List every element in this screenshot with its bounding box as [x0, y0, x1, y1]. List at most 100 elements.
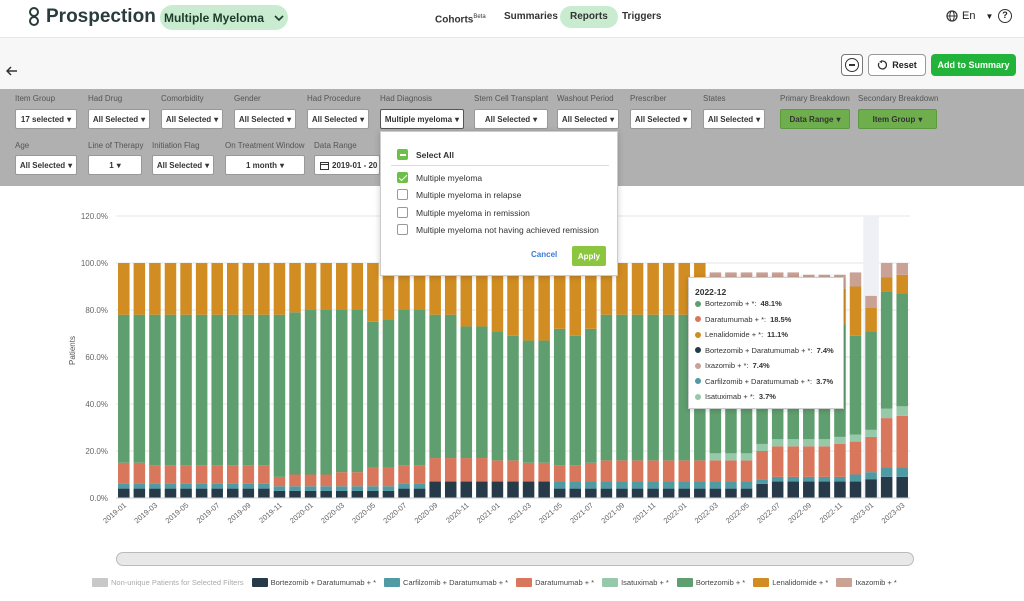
- bar-segment[interactable]: [304, 490, 317, 498]
- bar-segment[interactable]: [553, 263, 566, 329]
- bar-segment[interactable]: [849, 286, 862, 336]
- legend-item[interactable]: Non-unique Patients for Selected Filters: [92, 578, 244, 587]
- bar-segment[interactable]: [585, 263, 597, 329]
- bar-segment[interactable]: [367, 321, 379, 468]
- bar-segment[interactable]: [616, 460, 628, 482]
- bar-segment[interactable]: [631, 488, 644, 498]
- bar-segment[interactable]: [522, 462, 535, 482]
- bar-segment[interactable]: [398, 483, 410, 489]
- nav-triggers[interactable]: Triggers: [622, 11, 662, 22]
- bar-segment[interactable]: [880, 277, 893, 292]
- comorbidity-select[interactable]: All Selected ▾: [161, 109, 223, 129]
- nav-reports[interactable]: Reports: [560, 6, 618, 28]
- bar-segment[interactable]: [849, 481, 862, 498]
- bar-segment[interactable]: [709, 488, 722, 498]
- bar-segment[interactable]: [164, 465, 177, 484]
- had-diagnosis-select[interactable]: Multiple myeloma ▾: [380, 109, 464, 129]
- bar-segment[interactable]: [289, 486, 301, 491]
- bar-segment[interactable]: [740, 460, 753, 482]
- bar-segment[interactable]: [133, 462, 146, 484]
- bar-segment[interactable]: [273, 476, 286, 487]
- bar-segment[interactable]: [787, 446, 799, 477]
- bar-segment[interactable]: [818, 476, 831, 482]
- select-all-checkbox[interactable]: [397, 149, 408, 160]
- bar-segment[interactable]: [849, 272, 862, 287]
- on-treatment-select[interactable]: 1 month ▾: [225, 155, 305, 175]
- bar-segment[interactable]: [133, 314, 146, 463]
- bar-segment[interactable]: [444, 314, 457, 459]
- bar-segment[interactable]: [320, 310, 332, 475]
- bar-segment[interactable]: [740, 481, 753, 489]
- bar-segment[interactable]: [335, 486, 348, 491]
- bar-segment[interactable]: [382, 486, 395, 491]
- bar-segment[interactable]: [865, 331, 877, 430]
- bar-segment[interactable]: [538, 481, 550, 498]
- bar-segment[interactable]: [335, 490, 348, 498]
- bar-segment[interactable]: [678, 481, 691, 489]
- cohort-selector[interactable]: Multiple Myeloma: [160, 5, 288, 30]
- bar-segment[interactable]: [849, 441, 862, 475]
- bar-segment[interactable]: [756, 443, 768, 451]
- option-checkbox[interactable]: [397, 172, 408, 183]
- bar-segment[interactable]: [227, 263, 239, 315]
- bar-segment[interactable]: [787, 476, 799, 482]
- bar-segment[interactable]: [211, 465, 223, 484]
- bar-segment[interactable]: [211, 263, 223, 315]
- add-to-summary-button[interactable]: Add to Summary: [931, 54, 1016, 76]
- bar-segment[interactable]: [335, 310, 348, 473]
- bar-segment[interactable]: [771, 439, 784, 447]
- bar-segment[interactable]: [476, 326, 488, 459]
- bar-segment[interactable]: [771, 476, 784, 482]
- bar-segment[interactable]: [164, 488, 177, 498]
- states-select[interactable]: All Selected ▾: [703, 109, 765, 129]
- bar-segment[interactable]: [896, 467, 908, 477]
- bar-segment[interactable]: [678, 488, 691, 498]
- bar-segment[interactable]: [662, 488, 675, 498]
- bar-segment[interactable]: [896, 406, 908, 416]
- bar-segment[interactable]: [242, 263, 255, 315]
- bar-segment[interactable]: [522, 481, 535, 498]
- bar-segment[interactable]: [880, 291, 893, 409]
- bar-segment[interactable]: [242, 483, 255, 489]
- bar-segment[interactable]: [491, 460, 504, 482]
- bar-segment[interactable]: [834, 443, 846, 477]
- bar-segment[interactable]: [289, 263, 301, 313]
- bar-segment[interactable]: [382, 263, 395, 320]
- bar-segment[interactable]: [896, 415, 908, 468]
- data-range-picker[interactable]: 2019-01 - 20: [314, 155, 380, 175]
- bar-segment[interactable]: [678, 314, 691, 461]
- bar-segment[interactable]: [351, 263, 364, 310]
- bar-segment[interactable]: [258, 465, 270, 484]
- gender-select[interactable]: All Selected ▾: [234, 109, 296, 129]
- bar-segment[interactable]: [803, 439, 815, 447]
- bar-segment[interactable]: [507, 460, 519, 482]
- bar-segment[interactable]: [616, 263, 628, 315]
- bar-segment[interactable]: [118, 483, 130, 489]
- bar-segment[interactable]: [195, 488, 208, 498]
- bar-segment[interactable]: [787, 481, 799, 498]
- bar-segment[interactable]: [227, 488, 239, 498]
- bar-segment[interactable]: [460, 481, 473, 498]
- bar-segment[interactable]: [694, 481, 706, 489]
- bar-segment[interactable]: [538, 263, 550, 341]
- stem-cell-select[interactable]: All Selected ▾: [474, 109, 548, 129]
- back-arrow-icon[interactable]: [6, 66, 18, 76]
- option-checkbox[interactable]: [397, 224, 408, 235]
- bar-segment[interactable]: [398, 310, 410, 466]
- bar-segment[interactable]: [429, 314, 441, 459]
- bar-segment[interactable]: [600, 314, 613, 461]
- bar-segment[interactable]: [413, 310, 426, 466]
- bar-segment[interactable]: [242, 314, 255, 466]
- legend-item[interactable]: Isatuximab + *: [602, 578, 669, 587]
- had-drug-select[interactable]: All Selected ▾: [88, 109, 150, 129]
- bar-segment[interactable]: [880, 418, 893, 468]
- bar-segment[interactable]: [849, 335, 862, 435]
- bar-segment[interactable]: [647, 263, 659, 315]
- bar-segment[interactable]: [740, 453, 753, 461]
- bar-segment[interactable]: [585, 462, 597, 482]
- bar-segment[interactable]: [865, 479, 877, 498]
- bar-segment[interactable]: [616, 481, 628, 489]
- bar-segment[interactable]: [195, 483, 208, 489]
- bar-segment[interactable]: [631, 314, 644, 461]
- bar-segment[interactable]: [709, 481, 722, 489]
